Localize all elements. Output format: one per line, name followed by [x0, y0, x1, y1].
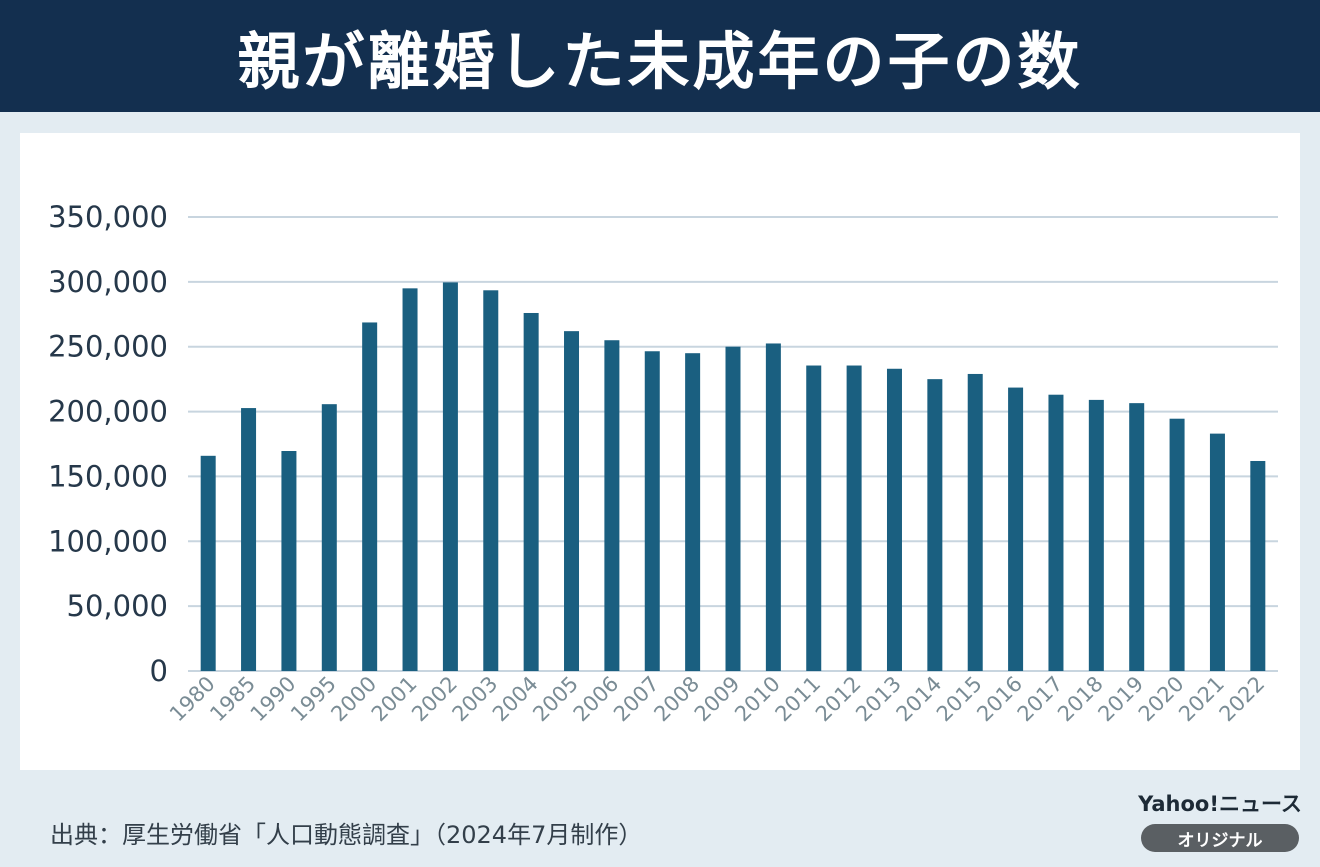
page-title: 親が離婚した未成年の子の数 — [237, 25, 1083, 98]
chart-panel: 0 50,000 100,000 150,000 200,000 250,000 300,0… — [20, 133, 1300, 770]
bar — [725, 346, 741, 671]
title-bar: 親が離婚した未成年の子の数 — [0, 0, 1320, 112]
bar — [1169, 418, 1185, 671]
y-tick-label: 0 — [150, 654, 168, 688]
x-tick-label: 2020 — [1134, 672, 1189, 727]
bar — [241, 408, 257, 671]
x-tick-label: 2003 — [448, 672, 503, 727]
x-tick-label: 2008 — [649, 672, 704, 727]
x-tick-label: 2012 — [811, 672, 866, 727]
bar — [806, 365, 822, 671]
bar — [1048, 394, 1064, 671]
bar — [927, 379, 943, 671]
x-tick-label: 2004 — [488, 672, 543, 727]
x-tick-label: 1985 — [205, 672, 260, 727]
y-tick-label: 150,000 — [48, 459, 168, 493]
bar — [402, 288, 418, 671]
bar — [644, 351, 660, 671]
bar — [564, 331, 580, 671]
x-tick-label: 2002 — [407, 672, 462, 727]
y-tick-label: 350,000 — [48, 200, 168, 234]
x-tick-label: 2001 — [367, 672, 422, 727]
bar — [321, 404, 337, 671]
x-tick-label: 2010 — [730, 672, 785, 727]
bar — [281, 451, 297, 671]
x-tick-label: 1980 — [165, 672, 220, 727]
x-tick-label: 2022 — [1215, 672, 1270, 727]
y-tick-label: 300,000 — [48, 265, 168, 299]
x-tick-label: 1990 — [246, 672, 301, 727]
bar — [604, 340, 620, 671]
brand-logo: Yahoo!ニュース オリジナル — [1138, 788, 1302, 852]
brand-badge: オリジナル — [1141, 824, 1299, 852]
x-tick-label: 2009 — [690, 672, 745, 727]
bar — [523, 312, 539, 671]
y-tick-label: 50,000 — [67, 589, 168, 623]
x-tick-label: 2005 — [528, 672, 583, 727]
y-tick-label: 250,000 — [48, 330, 168, 364]
bar — [442, 282, 458, 671]
source-note: 出典：厚生労働省「人口動態調査」（2024年7月制作） — [50, 821, 643, 849]
x-tick-label: 2021 — [1174, 672, 1229, 727]
bar — [967, 373, 983, 671]
bar — [362, 322, 378, 671]
bar — [846, 365, 862, 671]
y-tick-label: 200,000 — [48, 395, 168, 429]
x-tick-label: 2006 — [569, 672, 624, 727]
bar — [483, 290, 499, 671]
bar — [1250, 460, 1266, 671]
x-tick-label: 2018 — [1053, 672, 1108, 727]
bar-chart: 0 50,000 100,000 150,000 200,000 250,000 300,0… — [48, 200, 1278, 727]
x-tick-label: 2007 — [609, 672, 664, 727]
x-tick-label: 2014 — [892, 672, 947, 727]
x-tick-label: 2016 — [972, 672, 1027, 727]
x-tick-label: 2013 — [851, 672, 906, 727]
bar — [1088, 399, 1104, 671]
bar — [200, 455, 216, 671]
bar — [1129, 403, 1145, 671]
x-tick-label: 2000 — [326, 672, 381, 727]
bar — [1008, 387, 1024, 671]
x-tick-label: 2019 — [1093, 672, 1148, 727]
x-tick-label: 2017 — [1013, 672, 1068, 727]
bar — [886, 368, 902, 671]
x-tick-label: 1995 — [286, 672, 341, 727]
brand-name: Yahoo!ニュース — [1138, 792, 1302, 816]
bar — [765, 343, 781, 671]
bar — [685, 353, 701, 671]
x-tick-label: 2011 — [771, 672, 826, 727]
y-tick-label: 100,000 — [48, 524, 168, 558]
x-tick-label: 2015 — [932, 672, 987, 727]
bar — [1209, 433, 1225, 671]
